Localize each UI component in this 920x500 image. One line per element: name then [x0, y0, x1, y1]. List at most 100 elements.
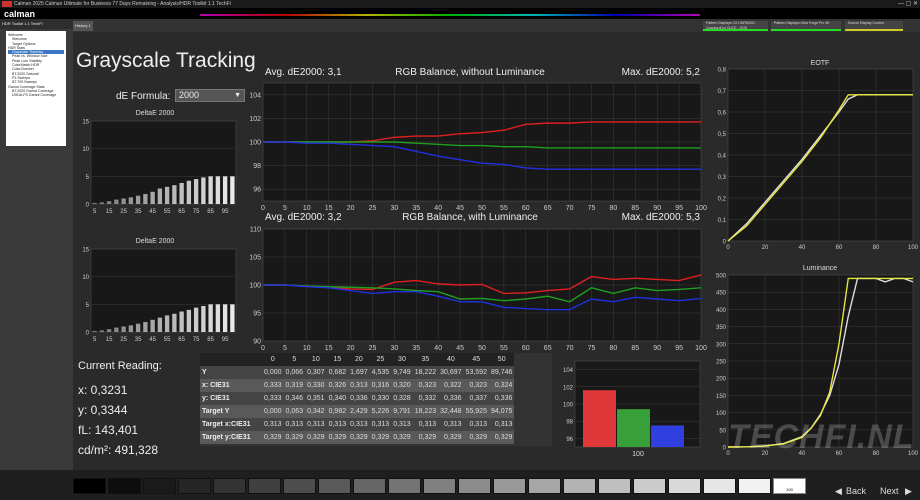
- grayscale-patch[interactable]: [563, 478, 596, 494]
- grayscale-patch[interactable]: [108, 478, 141, 494]
- sidebar-item[interactable]: ColorMatch HDR: [12, 63, 40, 68]
- de-formula-value: 2000: [179, 90, 200, 100]
- x-tick-label: 100: [908, 245, 919, 251]
- x-tick-label: 50: [478, 345, 486, 352]
- table-cell: 0,332: [412, 392, 439, 405]
- y-tick-label: 10: [82, 147, 89, 153]
- sidebar-item[interactable]: HDR Stats: [8, 45, 25, 50]
- grayscale-patch[interactable]: [668, 478, 701, 494]
- sidebar-item[interactable]: Grayscale Tracking: [8, 50, 64, 55]
- grayscale-patch[interactable]: [493, 478, 526, 494]
- next-button[interactable]: Next: [880, 486, 899, 496]
- table-cell: 0,329: [438, 431, 464, 444]
- sidebar-item[interactable]: Peak Lum Stability: [12, 58, 42, 63]
- grayscale-patch[interactable]: 100: [773, 478, 806, 494]
- workflow-tree[interactable]: Welcome Welcome Target Options HDR Stats Gra…: [6, 31, 66, 146]
- grayscale-patch[interactable]: [738, 478, 771, 494]
- table-cell: 94,075: [488, 405, 515, 418]
- table-cell: 0,333: [262, 392, 284, 405]
- grayscale-patch[interactable]: [213, 478, 246, 494]
- sidebar-item[interactable]: Target Options: [12, 41, 36, 46]
- sidebar-item[interactable]: Welcome: [12, 37, 27, 42]
- device-button-source[interactable]: Pattern Displays CS HDR5000 / QuantumDot…: [703, 21, 768, 31]
- sidebar-header: HDR Toolkit 1.1 TechFi: [0, 19, 73, 29]
- back-button[interactable]: Back: [846, 486, 867, 496]
- x-tick-label: 85: [631, 345, 639, 352]
- measurement-table[interactable]: 0 5 10 15 20 25 30 35 40 45 50 Y 0,000 0,066 0,307 0,68…: [200, 353, 552, 446]
- grayscale-patch[interactable]: [388, 478, 421, 494]
- de-bar: [92, 330, 97, 332]
- table-row: x: CIE31 0,333 0,319 0,330 0,326 0,313 0,316 0,…: [200, 379, 515, 392]
- de-bar: [99, 330, 105, 332]
- table-cell: 0,326: [326, 379, 349, 392]
- y-tick-label: 400: [716, 308, 727, 314]
- de-formula-select[interactable]: 2000 ▼: [175, 89, 245, 102]
- grayscale-patch[interactable]: [248, 478, 281, 494]
- table-cell: 0,066: [283, 366, 306, 379]
- sidebar-item[interactable]: P3 Sweeps: [12, 75, 31, 80]
- sidebar-item[interactable]: UHDA-P3 Gamut Coverage: [12, 93, 57, 98]
- x-tick-label: 25: [120, 337, 127, 343]
- tab-history[interactable]: History 1: [73, 21, 93, 31]
- back-icon[interactable]: ◀: [835, 486, 842, 496]
- sidebar-item[interactable]: Welcome: [8, 33, 23, 37]
- x-tick-label: 45: [456, 345, 464, 352]
- grayscale-patch[interactable]: [633, 478, 666, 494]
- grayscale-patch[interactable]: [318, 478, 351, 494]
- table-cell: 0,319: [283, 379, 306, 392]
- sidebar-item[interactable]: Peak vs. Window Size: [12, 54, 48, 59]
- sidebar-item[interactable]: BT.709 Sweeps: [12, 80, 37, 85]
- color-strip: [200, 14, 700, 16]
- grayscale-patch[interactable]: [528, 478, 561, 494]
- sidebar-item[interactable]: BT.2020 Gamut Coverage: [12, 88, 54, 93]
- table-cell: 0,329: [488, 431, 515, 444]
- x-tick-label: 55: [164, 337, 171, 343]
- sidebar-item[interactable]: ColorChecker: [12, 67, 34, 72]
- rgb-bar-r: [583, 390, 616, 447]
- grayscale-patch[interactable]: [423, 478, 456, 494]
- sidebar: HDR Toolkit 1.1 TechFi Welcome Welcome Tar…: [0, 19, 73, 479]
- de-bar: [114, 199, 119, 204]
- table-cell: 0,329: [369, 431, 392, 444]
- table-cell: 4,535: [369, 366, 392, 379]
- device-button-display[interactable]: Pattern Displays Ultra Forge Pro 4K: [771, 21, 841, 31]
- x-tick-label: 30: [391, 205, 399, 211]
- de-bar: [128, 325, 134, 332]
- x-tick-label: 50: [478, 205, 486, 211]
- table-cell: 53,592: [463, 366, 489, 379]
- de-bar: [150, 319, 155, 332]
- y-tick-label: 102: [563, 385, 574, 391]
- grayscale-patch[interactable]: [458, 478, 491, 494]
- x-tick-label: 0: [261, 345, 265, 352]
- y-tick-label: 95: [253, 311, 261, 318]
- sidebar-item[interactable]: BT.2020 Saturati: [12, 71, 39, 76]
- grayscale-patch[interactable]: [598, 478, 631, 494]
- grayscale-patch[interactable]: [283, 478, 316, 494]
- next-icon[interactable]: ▶: [905, 486, 912, 496]
- rgbbar-plot: 96 98 100 102 104: [563, 360, 701, 448]
- table-cell: 0,313: [326, 418, 349, 431]
- window-controls[interactable]: — ▢ ✕: [897, 1, 918, 7]
- table-cell: 0,313: [348, 379, 370, 392]
- grayscale-patch[interactable]: [178, 478, 211, 494]
- de-bar: [143, 322, 148, 332]
- sidebar-item[interactable]: Gamut Coverage Stats: [8, 84, 45, 89]
- grayscale-patch[interactable]: [353, 478, 386, 494]
- table-header-cell: 15: [326, 353, 349, 366]
- de-bar: [230, 176, 235, 204]
- grayscale-patch[interactable]: [703, 478, 736, 494]
- table-cell: 1,697: [348, 366, 370, 379]
- y-tick-label: 90: [253, 339, 261, 346]
- table-header-cell: 10: [305, 353, 327, 366]
- device-button-control[interactable]: Source Display Control: [845, 21, 903, 31]
- grayscale-patch[interactable]: [143, 478, 176, 494]
- table-cell: 18,223: [412, 405, 439, 418]
- x-tick-label: 15: [106, 209, 113, 215]
- grayscale-patch[interactable]: [73, 478, 106, 494]
- rgb-balance-chart-1: Avg. dE2000: 3,1 RGB Balance, without Lu…: [249, 67, 707, 211]
- de-bar: [135, 323, 141, 332]
- watermark: TECHFI.NL: [728, 418, 915, 456]
- y-tick-label: 0,2: [718, 197, 727, 203]
